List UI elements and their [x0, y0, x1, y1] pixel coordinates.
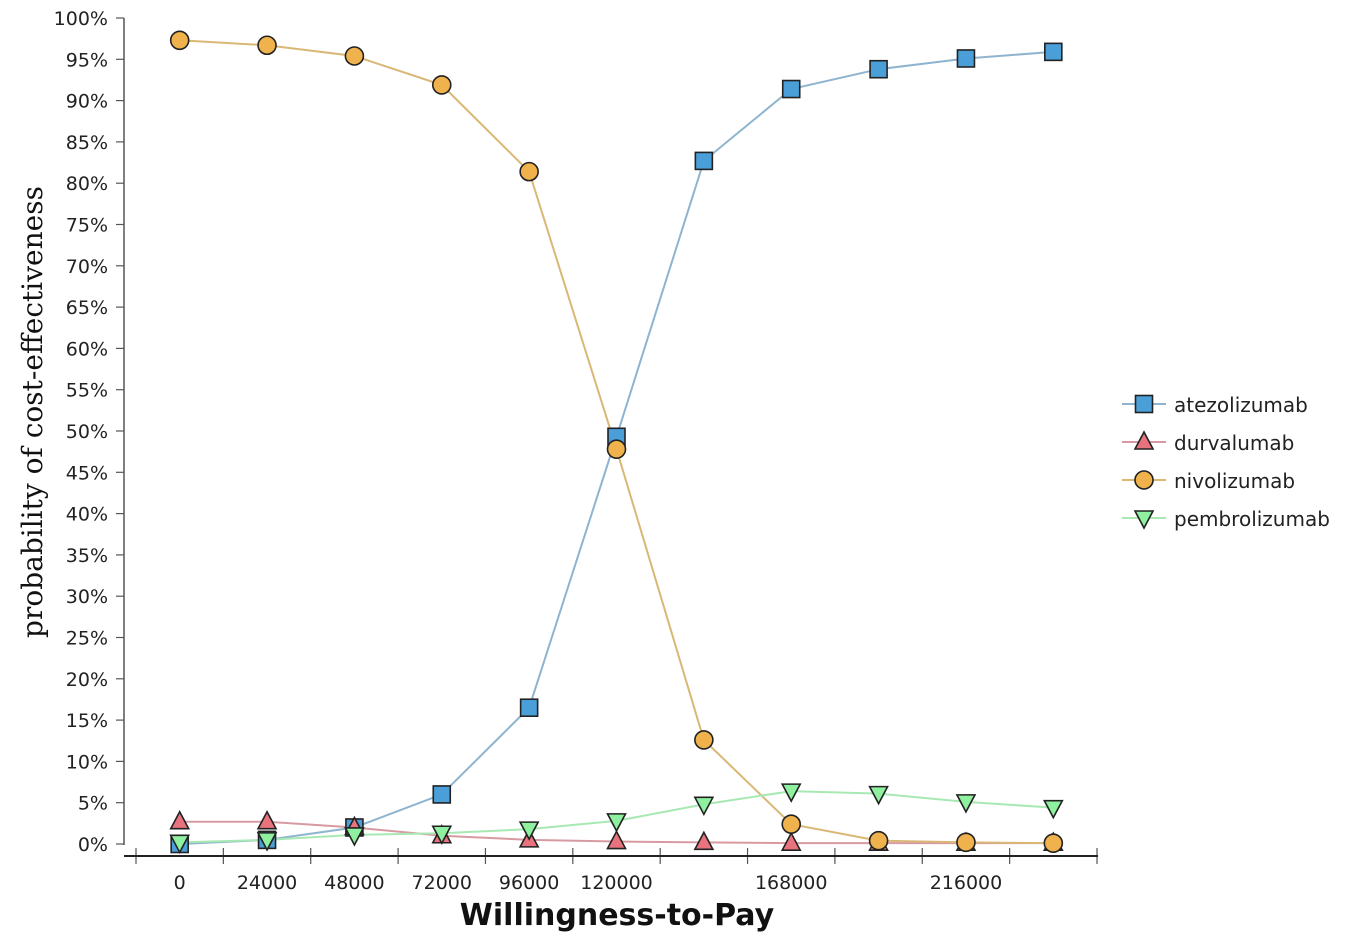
point-atezolizumab [519, 698, 539, 718]
x-tick-label: 120000 [580, 872, 653, 894]
y-tick-label: 90% [66, 91, 108, 113]
point-durvalumab [780, 831, 802, 851]
legend-marker-pembrolizumab [1133, 510, 1155, 530]
y-tick-label: 70% [66, 256, 108, 278]
point-pembrolizumab [256, 832, 278, 852]
y-tick-label: 35% [66, 545, 108, 567]
point-nivolizumab [868, 830, 889, 851]
point-pembrolizumab [1042, 799, 1064, 820]
x-tick-label: 96000 [499, 872, 559, 894]
point-atezolizumab [956, 49, 976, 68]
x-axis-ticks: 0 24000 48000 72000 96000 120000 168000 216000 [135, 848, 1098, 894]
point-pembrolizumab [518, 821, 540, 841]
legend-label: nivolizumab [1174, 469, 1295, 493]
point-pembrolizumab [344, 827, 365, 847]
legend: atezolizumab durvalumab nivolizumab pembrol… [1122, 393, 1330, 531]
y-tick-label: 0% [78, 834, 108, 856]
y-axis-label: probability of cost-effectiveness [16, 186, 49, 638]
y-tick-label: 65% [66, 297, 108, 319]
point-pembrolizumab [169, 834, 191, 855]
point-pembrolizumab [431, 825, 453, 845]
point-pembrolizumab [955, 794, 977, 814]
y-tick-label: 100% [54, 8, 108, 30]
point-nivolizumab [169, 30, 190, 51]
y-tick-label: 40% [66, 504, 108, 526]
legend-item-nivolizumab: nivolizumab [1122, 469, 1295, 493]
legend-item-atezolizumab: atezolizumab [1122, 393, 1308, 417]
y-tick-label: 20% [66, 669, 108, 691]
point-atezolizumab [869, 59, 888, 79]
x-tick-label: 24000 [237, 872, 297, 894]
point-pembrolizumab [780, 783, 802, 803]
point-nivolizumab [519, 161, 539, 182]
point-nivolizumab [606, 439, 627, 459]
point-atezolizumab [432, 785, 452, 804]
y-tick-label: 85% [66, 132, 108, 154]
point-nivolizumab [431, 75, 452, 95]
y-tick-label: 60% [66, 338, 108, 360]
point-atezolizumab [1044, 42, 1063, 62]
x-tick-label: 0 [174, 872, 186, 894]
point-durvalumab [256, 809, 278, 830]
legend-item-pembrolizumab: pembrolizumab [1122, 507, 1330, 531]
y-axis-ticks: 0% 5% 10% 15% 20% 25% 30% 35% 40% 45% 50% 55% 60% 65%… [54, 8, 124, 856]
y-tick-label: 55% [66, 380, 108, 402]
x-axis-label: Willingness-to-Pay [460, 898, 775, 932]
point-durvalumab [169, 809, 191, 830]
point-durvalumab [693, 830, 715, 851]
point-nivolizumab [257, 35, 277, 56]
y-tick-label: 30% [66, 586, 108, 608]
point-atezolizumab [694, 151, 714, 171]
legend-label: durvalumab [1174, 431, 1294, 455]
legend-label: atezolizumab [1174, 393, 1308, 417]
point-pembrolizumab [693, 796, 715, 817]
point-nivolizumab [694, 730, 714, 750]
x-tick-label: 216000 [930, 872, 1003, 894]
x-tick-label: 48000 [324, 872, 384, 894]
legend-label: pembrolizumab [1174, 507, 1330, 531]
y-tick-label: 75% [66, 215, 108, 237]
point-nivolizumab [1043, 833, 1064, 853]
y-tick-label: 5% [78, 793, 108, 815]
point-nivolizumab [344, 46, 365, 66]
legend-marker-atezolizumab [1134, 394, 1154, 414]
y-tick-label: 95% [66, 49, 108, 71]
y-tick-label: 25% [66, 628, 108, 650]
x-tick-label: 168000 [755, 872, 828, 894]
legend-item-durvalumab: durvalumab [1122, 430, 1294, 455]
legend-marker-durvalumab [1133, 430, 1155, 450]
series-markers [169, 30, 1064, 855]
y-tick-label: 15% [66, 710, 108, 732]
point-pembrolizumab [868, 785, 889, 806]
point-atezolizumab [781, 79, 801, 99]
point-durvalumab [606, 829, 627, 850]
y-tick-label: 10% [66, 751, 108, 773]
legend-marker-nivolizumab [1134, 470, 1154, 490]
x-tick-label: 72000 [412, 872, 472, 894]
point-pembrolizumab [606, 813, 627, 833]
point-nivolizumab [781, 814, 802, 834]
y-tick-label: 50% [66, 421, 108, 443]
y-tick-label: 80% [66, 173, 108, 195]
y-tick-label: 45% [66, 462, 108, 484]
point-nivolizumab [956, 832, 976, 853]
